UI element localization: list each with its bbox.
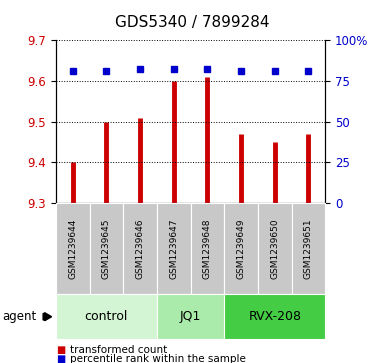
FancyArrow shape: [43, 313, 52, 321]
Text: GDS5340 / 7899284: GDS5340 / 7899284: [115, 15, 270, 29]
Text: percentile rank within the sample: percentile rank within the sample: [70, 354, 246, 363]
Text: GSM1239645: GSM1239645: [102, 219, 111, 279]
Text: GSM1239647: GSM1239647: [169, 219, 178, 279]
Text: ■: ■: [56, 345, 65, 355]
Text: GSM1239649: GSM1239649: [237, 219, 246, 279]
Text: RVX-208: RVX-208: [248, 310, 301, 323]
Text: control: control: [85, 310, 128, 323]
Text: agent: agent: [2, 310, 36, 323]
Text: transformed count: transformed count: [70, 345, 168, 355]
Text: JQ1: JQ1: [180, 310, 201, 323]
Text: GSM1239646: GSM1239646: [136, 219, 144, 279]
Text: GSM1239648: GSM1239648: [203, 219, 212, 279]
Text: GSM1239651: GSM1239651: [304, 218, 313, 279]
Text: ■: ■: [56, 354, 65, 363]
Text: GSM1239644: GSM1239644: [68, 219, 77, 279]
Text: GSM1239650: GSM1239650: [270, 218, 279, 279]
